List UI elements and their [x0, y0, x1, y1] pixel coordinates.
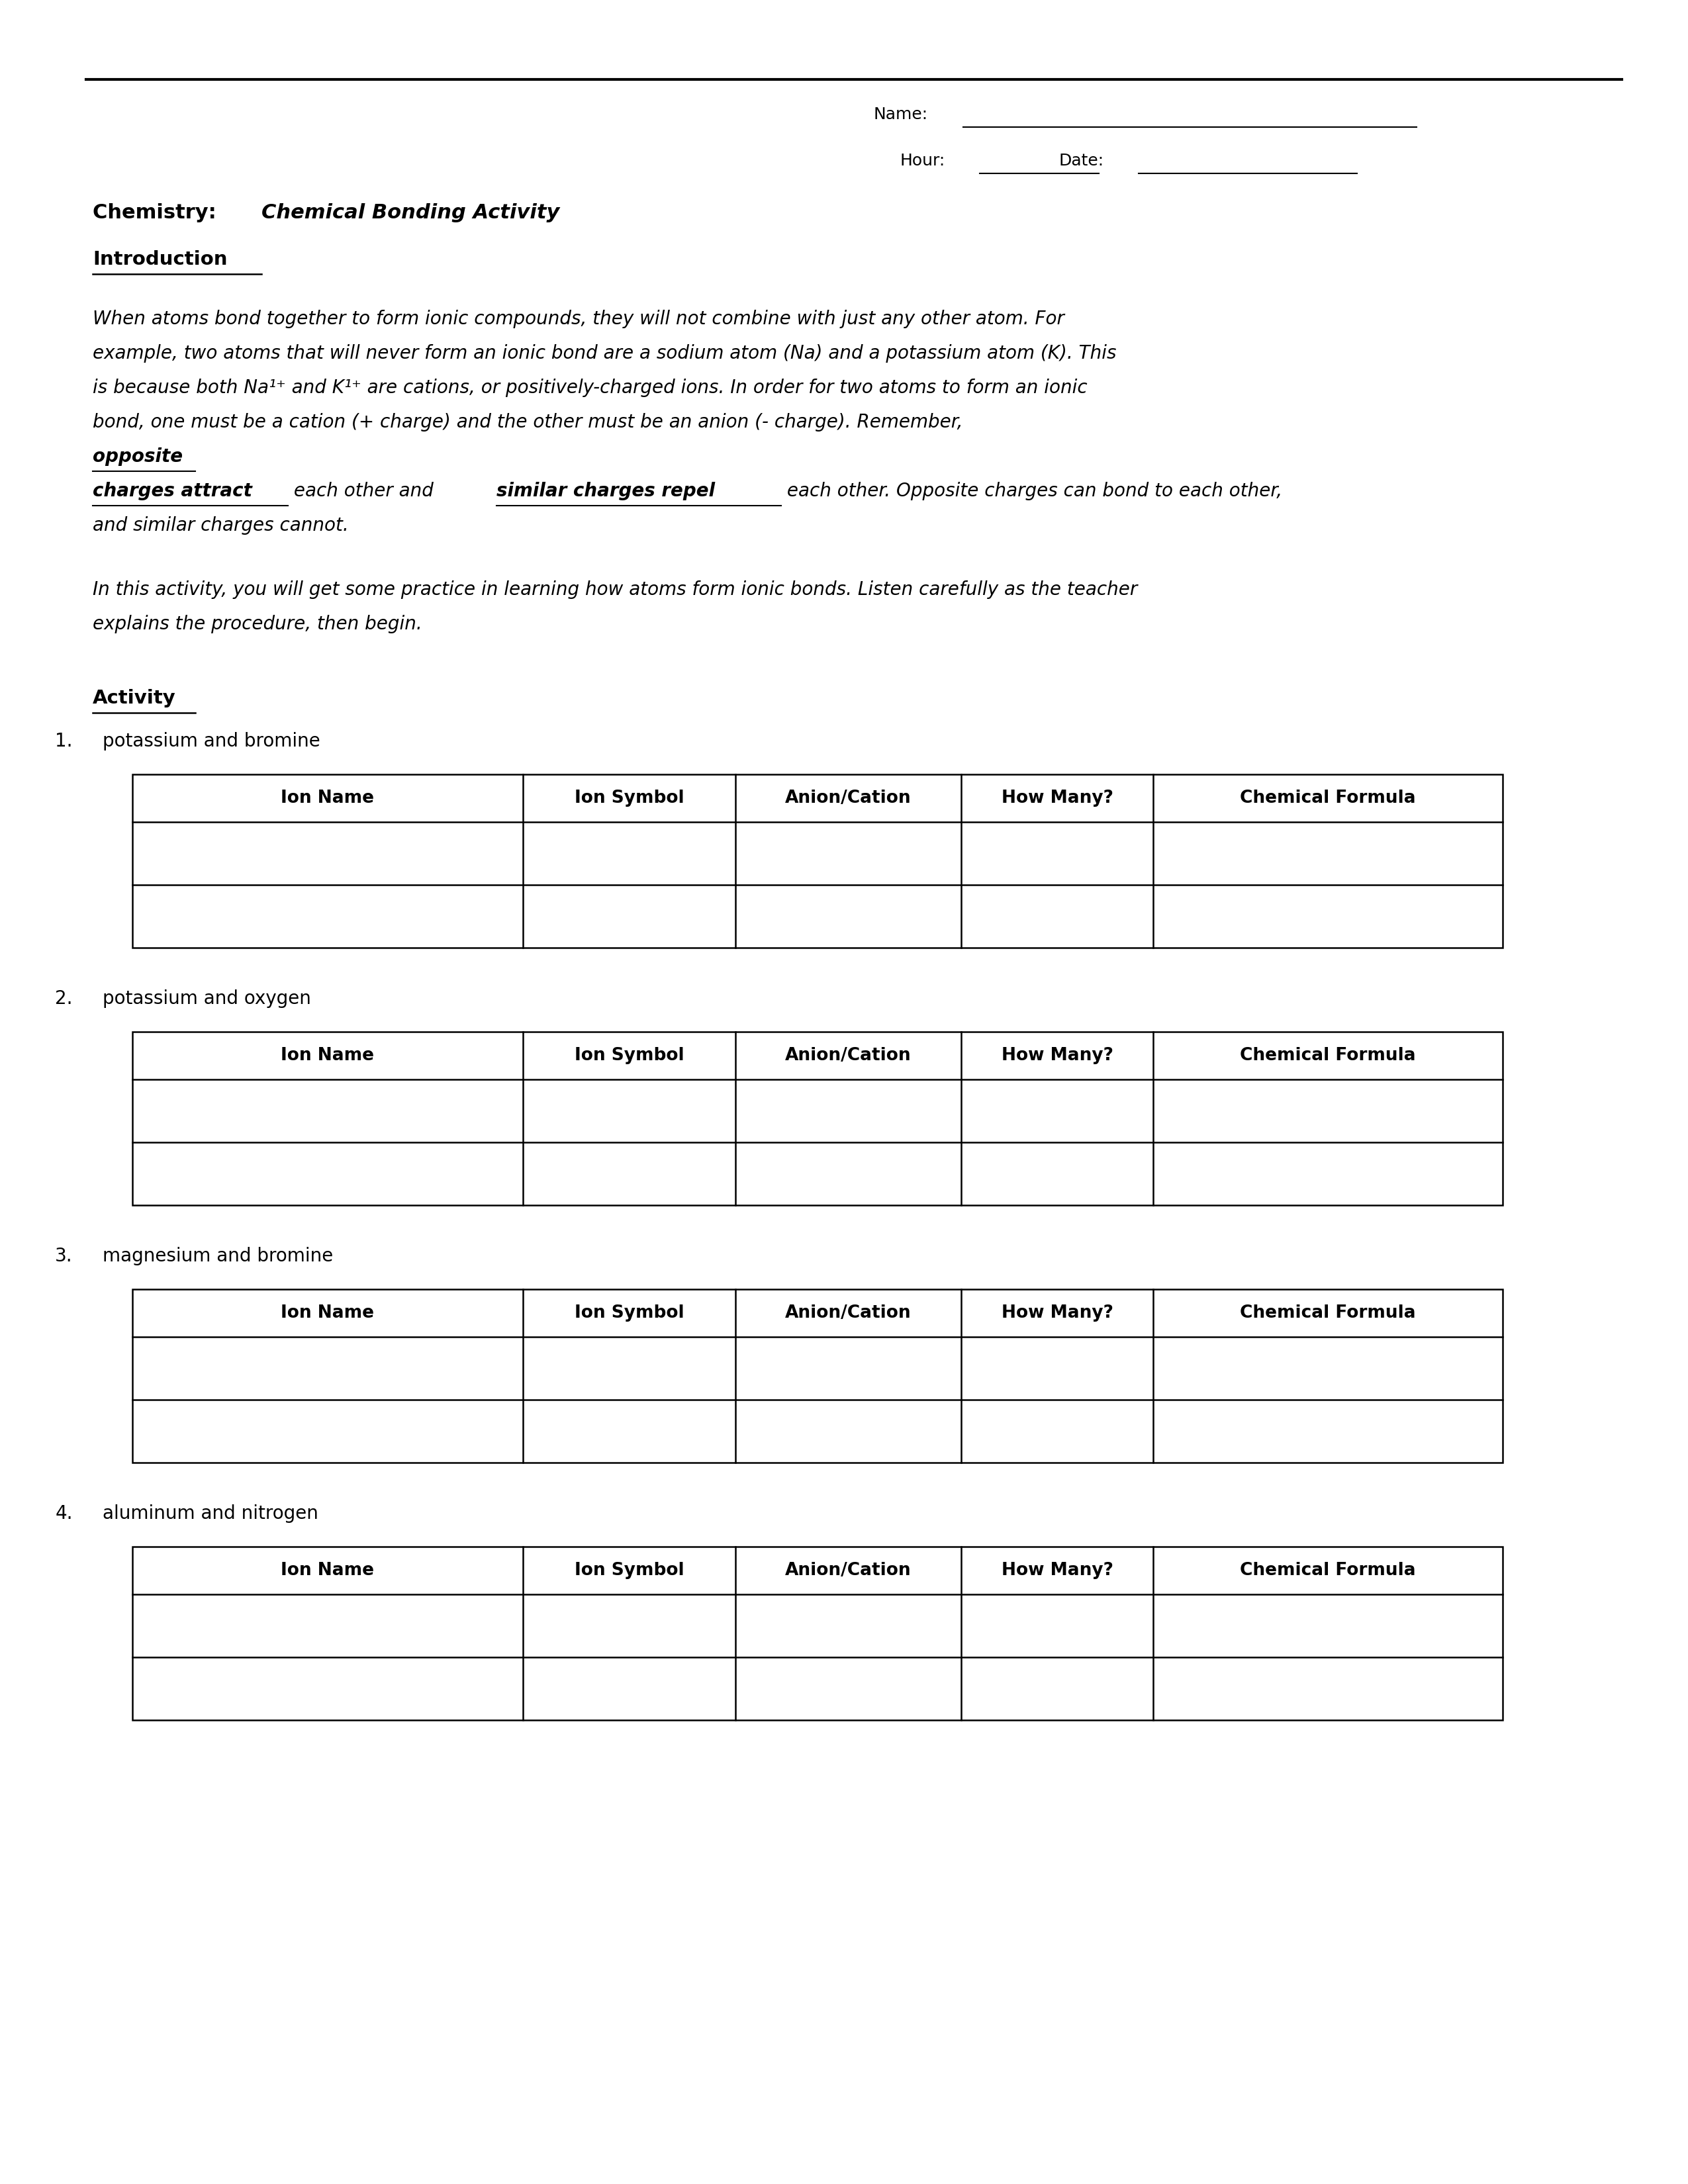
Text: Activity: Activity [93, 688, 176, 708]
Text: and similar charges cannot.: and similar charges cannot. [93, 515, 349, 535]
Text: Ion Name: Ion Name [280, 1562, 375, 1579]
Text: aluminum and nitrogen: aluminum and nitrogen [103, 1505, 319, 1522]
Text: Date:: Date: [1058, 153, 1104, 168]
Text: 2.: 2. [56, 989, 73, 1009]
Text: Anion/Cation: Anion/Cation [785, 1562, 912, 1579]
Text: example, two atoms that will never form an ionic bond are a sodium atom (Na) and: example, two atoms that will never form … [93, 345, 1116, 363]
Text: How Many?: How Many? [1001, 1304, 1114, 1321]
Text: 3.: 3. [56, 1247, 73, 1265]
Text: How Many?: How Many? [1001, 791, 1114, 806]
Text: potassium and oxygen: potassium and oxygen [103, 989, 311, 1009]
Bar [132, 1031, 1502, 1206]
Text: Chemical Formula: Chemical Formula [1241, 1304, 1416, 1321]
Text: each other and: each other and [289, 483, 439, 500]
Text: is because both Na¹⁺ and K¹⁺ are cations, or positively-charged ions. In order f: is because both Na¹⁺ and K¹⁺ are cations… [93, 378, 1087, 397]
Text: When atoms bond together to form ionic compounds, they will not combine with jus: When atoms bond together to form ionic c… [93, 310, 1065, 328]
Text: Chemical Formula: Chemical Formula [1241, 791, 1416, 806]
Text: each other. Opposite charges can bond to each other,: each other. Opposite charges can bond to… [782, 483, 1283, 500]
Bar [132, 775, 1502, 948]
Text: explains the procedure, then begin.: explains the procedure, then begin. [93, 616, 422, 633]
Text: Ion Symbol: Ion Symbol [574, 791, 684, 806]
Text: bond, one must be a cation (+ charge) and the other must be an anion (- charge).: bond, one must be a cation (+ charge) an… [93, 413, 969, 432]
Text: Anion/Cation: Anion/Cation [785, 791, 912, 806]
Text: Hour:: Hour: [900, 153, 945, 168]
Text: Introduction: Introduction [93, 251, 228, 269]
Text: Name:: Name: [874, 107, 928, 122]
Text: Ion Symbol: Ion Symbol [574, 1046, 684, 1064]
Text: potassium and bromine: potassium and bromine [103, 732, 321, 751]
Text: Chemical Formula: Chemical Formula [1241, 1562, 1416, 1579]
Text: magnesium and bromine: magnesium and bromine [103, 1247, 333, 1265]
Text: opposite: opposite [93, 448, 182, 465]
Text: Anion/Cation: Anion/Cation [785, 1304, 912, 1321]
Text: Ion Symbol: Ion Symbol [574, 1304, 684, 1321]
Text: Ion Name: Ion Name [280, 791, 375, 806]
Text: Ion Name: Ion Name [280, 1046, 375, 1064]
Text: Ion Symbol: Ion Symbol [574, 1562, 684, 1579]
Bar [132, 1546, 1502, 1721]
Text: In this activity, you will get some practice in learning how atoms form ionic bo: In this activity, you will get some prac… [93, 581, 1138, 598]
Text: How Many?: How Many? [1001, 1562, 1114, 1579]
Text: charges attract: charges attract [93, 483, 252, 500]
Text: Chemical Bonding Activity: Chemical Bonding Activity [262, 203, 560, 223]
Text: Anion/Cation: Anion/Cation [785, 1046, 912, 1064]
Text: How Many?: How Many? [1001, 1046, 1114, 1064]
Text: 4.: 4. [56, 1505, 73, 1522]
Text: Ion Name: Ion Name [280, 1304, 375, 1321]
Text: Chemical Formula: Chemical Formula [1241, 1046, 1416, 1064]
Bar [132, 1289, 1502, 1463]
Text: Chemistry:: Chemistry: [93, 203, 223, 223]
Text: similar charges repel: similar charges repel [496, 483, 716, 500]
Text: 1.: 1. [56, 732, 73, 751]
